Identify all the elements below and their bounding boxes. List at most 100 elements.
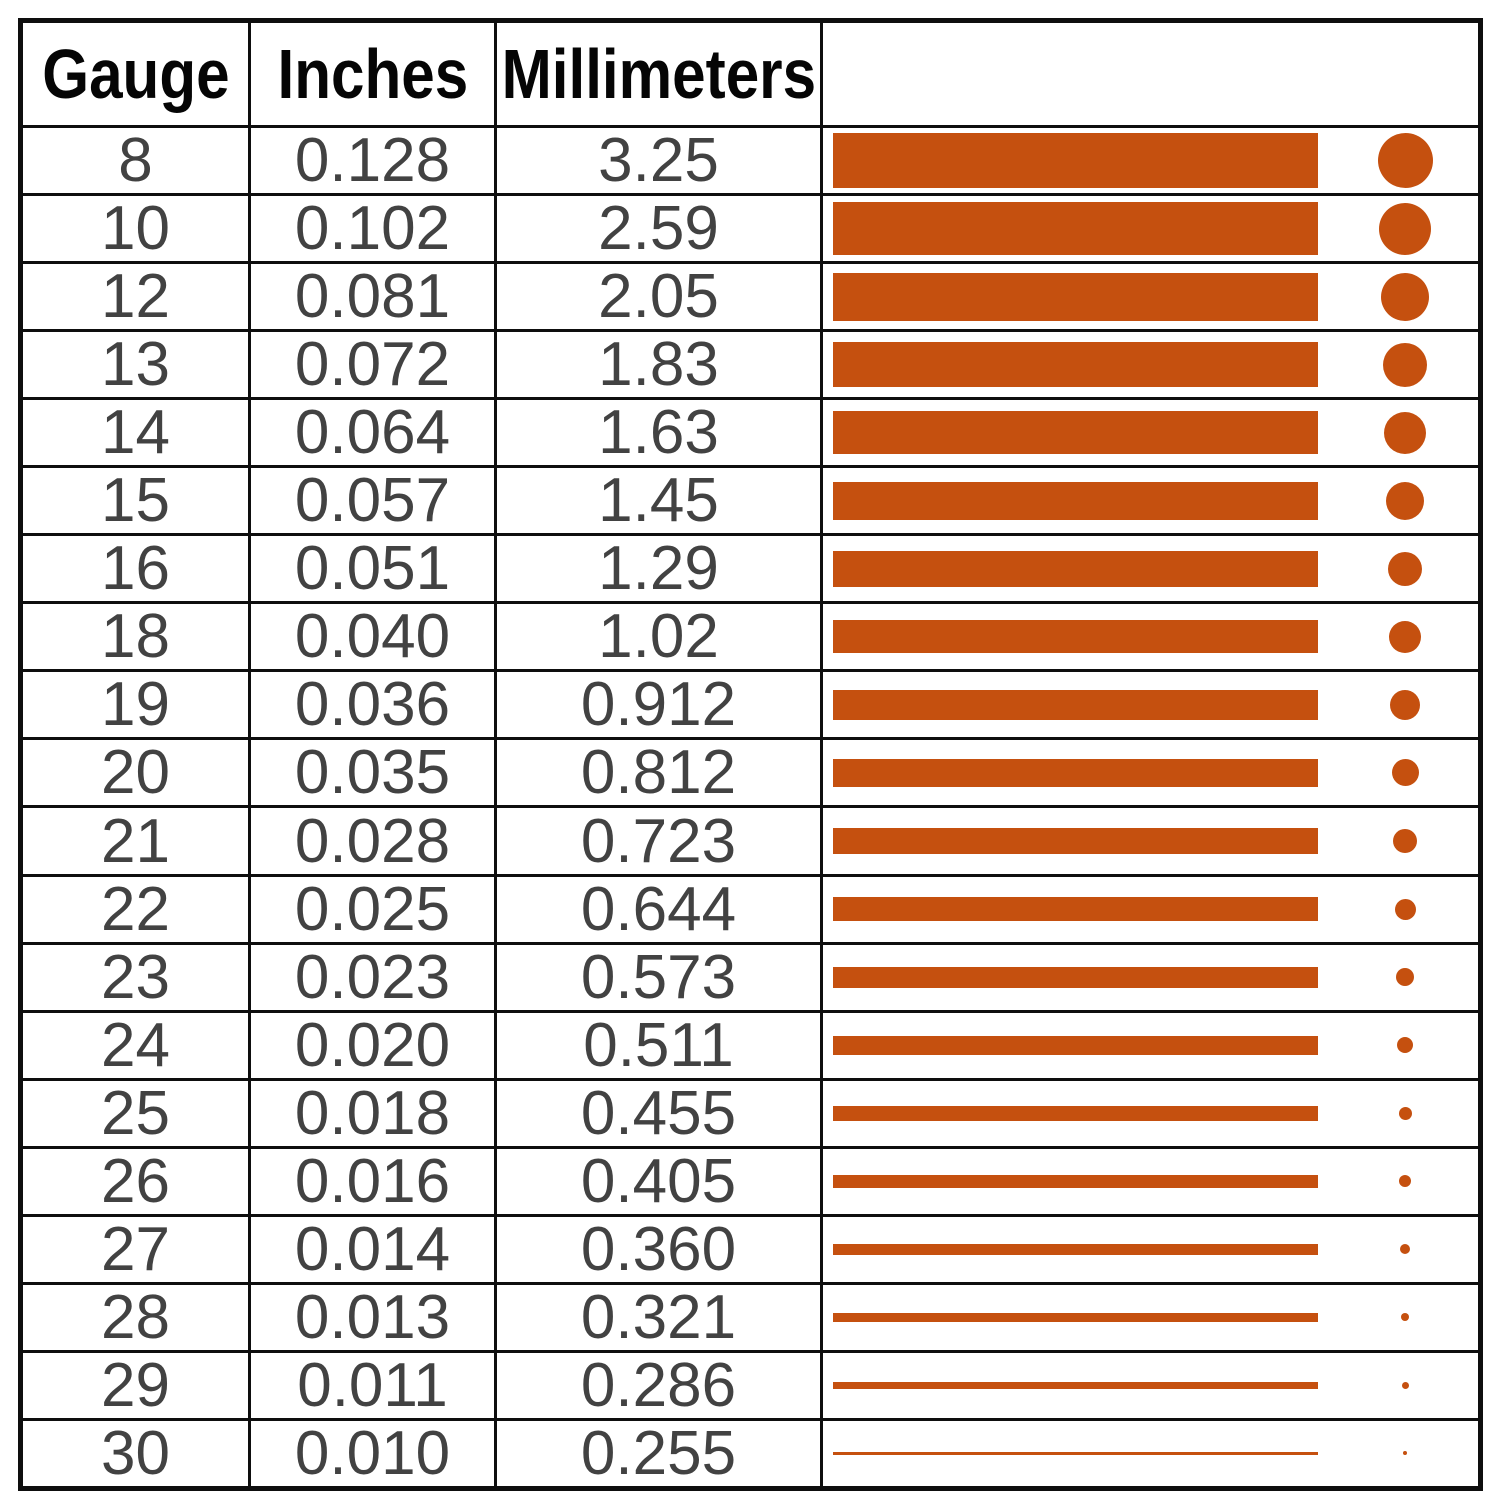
mm-cell: 0.644 — [497, 876, 823, 942]
wire-diameter-dot — [1388, 551, 1422, 586]
table-row: 30 0.010 0.255 — [23, 1417, 1478, 1486]
wire-diameter-dot — [1377, 133, 1433, 189]
visual-cell — [823, 332, 1478, 397]
wire-dot-area — [1318, 808, 1478, 873]
wire-diameter-dot — [1381, 272, 1429, 321]
wire-thickness-bar — [833, 481, 1318, 520]
wire-diameter-dot — [1390, 689, 1420, 720]
mm-cell: 0.286 — [497, 1352, 823, 1418]
visual-cell — [823, 1081, 1478, 1146]
inches-cell: 0.023 — [251, 944, 497, 1010]
wire-thickness-bar — [833, 827, 1318, 854]
wire-thickness-bar — [833, 1381, 1318, 1389]
wire-dot-area — [1318, 332, 1478, 397]
wire-dot-area — [1318, 400, 1478, 465]
inches-cell: 0.072 — [251, 332, 497, 398]
inches-cell: 0.057 — [251, 468, 497, 534]
millimeters-column-header: Millimeters — [497, 23, 823, 125]
wire-thickness-bar — [833, 897, 1318, 922]
wire-diameter-dot — [1397, 1037, 1413, 1054]
wire-thickness-bar — [833, 966, 1318, 988]
wire-thickness-bar — [833, 1174, 1318, 1188]
visual-cell — [823, 604, 1478, 669]
header-row: Gauge Inches Millimeters — [23, 23, 1478, 125]
wire-dot-area — [1318, 1217, 1478, 1282]
wire-diameter-dot — [1389, 620, 1421, 653]
visual-cell — [823, 400, 1478, 465]
wire-thickness-bar — [833, 1312, 1318, 1322]
table-row: 29 0.011 0.286 — [23, 1349, 1478, 1418]
gauge-cell: 27 — [23, 1216, 251, 1282]
mm-cell: 1.29 — [497, 536, 823, 602]
gauge-cell: 10 — [23, 196, 251, 262]
gauge-cell: 21 — [23, 808, 251, 874]
wire-diameter-dot — [1394, 898, 1416, 920]
wire-dot-area — [1318, 1421, 1478, 1486]
inches-cell: 0.014 — [251, 1216, 497, 1282]
inches-cell: 0.051 — [251, 536, 497, 602]
wire-dot-area — [1318, 672, 1478, 737]
visual-column-header — [823, 23, 1478, 125]
wire-diameter-dot — [1383, 342, 1427, 387]
wire-diameter-dot — [1396, 968, 1414, 987]
wire-diameter-dot — [1379, 202, 1431, 255]
gauge-cell: 16 — [23, 536, 251, 602]
wire-diameter-dot — [1391, 759, 1419, 787]
wire-diameter-dot — [1400, 1244, 1410, 1255]
inches-cell: 0.040 — [251, 604, 497, 670]
mm-cell: 0.812 — [497, 740, 823, 806]
mm-cell: 0.255 — [497, 1420, 823, 1486]
wire-diameter-dot — [1384, 411, 1426, 454]
wire-dot-area — [1318, 1013, 1478, 1078]
wire-dot-area — [1318, 264, 1478, 329]
wire-thickness-bar — [833, 272, 1318, 321]
visual-cell — [823, 740, 1478, 805]
visual-cell — [823, 945, 1478, 1010]
visual-cell — [823, 264, 1478, 329]
inches-header-label: Inches — [277, 35, 468, 113]
mm-cell: 0.912 — [497, 672, 823, 738]
visual-cell — [823, 1285, 1478, 1350]
wire-diameter-dot — [1401, 1313, 1409, 1322]
inches-cell: 0.035 — [251, 740, 497, 806]
gauge-cell: 20 — [23, 740, 251, 806]
wire-dot-area — [1318, 740, 1478, 805]
visual-cell — [823, 196, 1478, 261]
table-row: 12 0.081 2.05 — [23, 261, 1478, 330]
wire-thickness-bar — [833, 689, 1318, 720]
wire-thickness-bar — [833, 620, 1318, 654]
wire-dot-area — [1318, 877, 1478, 942]
mm-cell: 1.45 — [497, 468, 823, 534]
wire-thickness-bar — [833, 411, 1318, 455]
table-row: 28 0.013 0.321 — [23, 1281, 1478, 1350]
gauge-cell: 25 — [23, 1080, 251, 1146]
table-body: 8 0.128 3.25 10 0.102 2.59 12 0.081 2.05 — [23, 125, 1478, 1486]
wire-diameter-dot — [1386, 481, 1424, 520]
table-row: 20 0.035 0.812 — [23, 737, 1478, 806]
gauge-column-header: Gauge — [23, 23, 251, 125]
visual-cell — [823, 877, 1478, 942]
table-row: 15 0.057 1.45 — [23, 465, 1478, 534]
gauge-cell: 29 — [23, 1352, 251, 1418]
table-row: 21 0.028 0.723 — [23, 805, 1478, 874]
table-row: 22 0.025 0.644 — [23, 873, 1478, 942]
table-row: 24 0.020 0.511 — [23, 1009, 1478, 1078]
mm-cell: 0.573 — [497, 944, 823, 1010]
wire-dot-area — [1318, 604, 1478, 669]
table-row: 14 0.064 1.63 — [23, 397, 1478, 466]
wire-dot-area — [1318, 128, 1478, 193]
mm-cell: 3.25 — [497, 128, 823, 194]
table-row: 13 0.072 1.83 — [23, 329, 1478, 398]
visual-cell — [823, 1421, 1478, 1486]
gauge-header-label: Gauge — [41, 35, 230, 113]
gauge-cell: 24 — [23, 1012, 251, 1078]
wire-thickness-bar — [833, 202, 1318, 256]
mm-cell: 2.05 — [497, 264, 823, 330]
mm-cell: 0.321 — [497, 1284, 823, 1350]
wire-dot-area — [1318, 196, 1478, 261]
table-row: 19 0.036 0.912 — [23, 669, 1478, 738]
wire-thickness-bar — [833, 1243, 1318, 1255]
mm-cell: 0.360 — [497, 1216, 823, 1282]
inches-cell: 0.036 — [251, 672, 497, 738]
